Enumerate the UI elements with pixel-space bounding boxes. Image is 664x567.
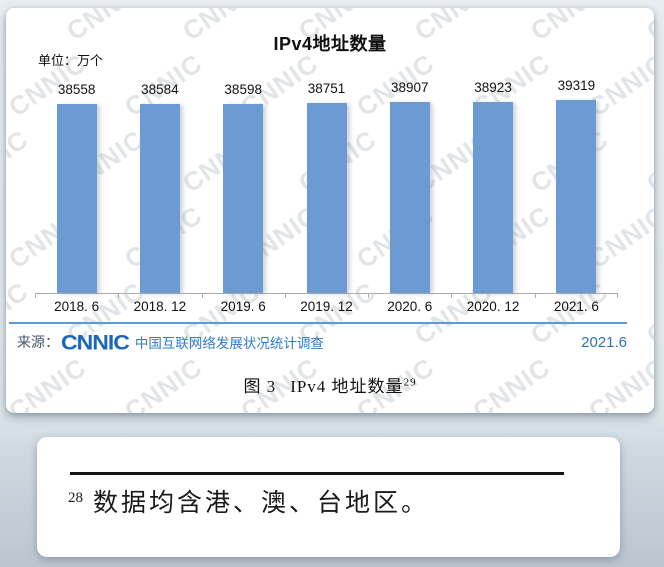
cnnic-watermark: CNNIC bbox=[6, 123, 34, 199]
footnote-number: 28 bbox=[68, 489, 83, 506]
footnote-text: 28 数据均含港、澳、台地区。 bbox=[68, 483, 429, 519]
bar bbox=[56, 104, 97, 293]
bar-value-label: 39319 bbox=[557, 78, 596, 93]
bar bbox=[306, 103, 347, 293]
bar-value-label: 38751 bbox=[307, 81, 346, 96]
axis-tick bbox=[35, 293, 36, 298]
source-row: 来源： CNNIC 中国互联网络发展状况统计调查 2021.6 bbox=[17, 328, 627, 356]
bar bbox=[223, 104, 264, 293]
footnote-panel: 28 数据均含港、澳、台地区。 bbox=[37, 437, 620, 557]
bar-value-label: 38584 bbox=[141, 82, 179, 97]
bar bbox=[139, 104, 180, 293]
x-axis-tick-label: 2020. 6 bbox=[387, 299, 433, 314]
figure-caption: 图 3 IPv4 地址数量29 bbox=[6, 372, 654, 397]
x-axis-tick-label: 2021. 6 bbox=[553, 299, 599, 314]
axis-tick bbox=[451, 293, 453, 298]
footnote-separator bbox=[70, 472, 564, 475]
bar bbox=[473, 102, 514, 293]
axis-tick bbox=[201, 293, 203, 298]
bar-plot: 38558 38584 38598 38751 38907 38923 39319 bbox=[35, 8, 618, 298]
chart-title: IPv4地址数量 bbox=[273, 34, 387, 54]
x-axis-tick-label: 2018. 12 bbox=[133, 299, 187, 314]
axis-tick bbox=[534, 293, 536, 298]
figure-label: 图 3 bbox=[243, 377, 277, 396]
bar bbox=[556, 100, 597, 293]
cnnic-watermark: CNNIC bbox=[641, 275, 654, 351]
bar-value-label: 38923 bbox=[474, 80, 512, 95]
figure-title: IPv4 地址数量 bbox=[290, 377, 404, 396]
caption-footnote-ref: 29 bbox=[403, 376, 417, 389]
source-date: 2021.6 bbox=[581, 333, 627, 351]
chart-panel: CNNIC CNNIC CNNIC CNNIC CNNIC CNNIC CNNIC CNNIC… bbox=[6, 8, 654, 413]
cnnic-logo: CNNIC bbox=[61, 329, 130, 354]
x-axis-labels: 2018. 6 2018. 12 2019. 6 2019. 12 2020. 6 202… bbox=[35, 299, 618, 317]
bar-value-label: 38598 bbox=[224, 82, 262, 97]
x-axis-tick-label: 2019. 6 bbox=[220, 299, 266, 314]
axis-tick bbox=[617, 293, 618, 298]
axis-tick bbox=[284, 293, 286, 298]
source-prefix-label: 来源： bbox=[17, 334, 59, 350]
source-divider bbox=[9, 322, 627, 324]
x-axis-tick-label: 2019. 12 bbox=[300, 299, 353, 314]
unit-label: 单位：万个 bbox=[38, 53, 104, 68]
bar-value-label: 38558 bbox=[57, 82, 96, 97]
axis-tick bbox=[118, 293, 120, 298]
bar bbox=[389, 102, 430, 293]
x-axis-tick-label: 2018. 6 bbox=[54, 299, 100, 314]
x-axis-tick-label: 2020. 12 bbox=[466, 299, 520, 314]
cnnic-watermark: CNNIC bbox=[641, 123, 654, 199]
bar-value-label: 38907 bbox=[391, 80, 429, 95]
source-org-text: 中国互联网络发展状况统计调查 bbox=[134, 336, 324, 351]
footnote-body: 数据均含港、澳、台地区。 bbox=[93, 490, 430, 517]
axis-tick bbox=[368, 293, 370, 298]
